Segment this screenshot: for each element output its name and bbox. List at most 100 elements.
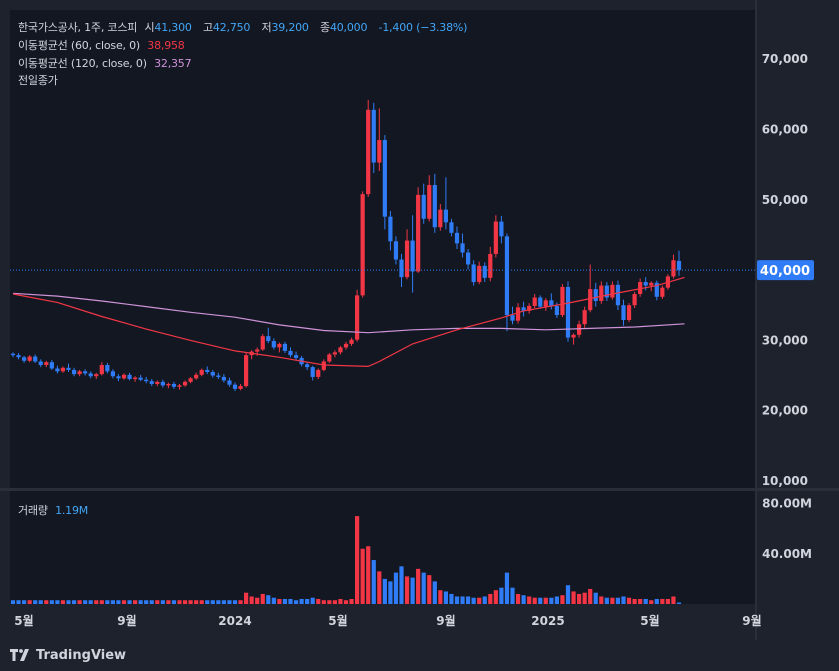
volume-bar — [388, 581, 393, 604]
volume-bar — [432, 581, 437, 604]
candle-body — [133, 377, 138, 380]
volume-bar — [171, 600, 177, 604]
volume-bar — [460, 596, 465, 604]
legend-low-label: 저 — [261, 21, 272, 34]
candle-body — [116, 376, 121, 379]
candle-body — [16, 355, 21, 358]
volume-pane[interactable] — [10, 491, 755, 604]
candle-body — [232, 384, 238, 389]
volume-bar — [338, 598, 343, 604]
candle-body — [38, 361, 43, 365]
candle-body — [77, 371, 82, 375]
candle-body — [305, 364, 310, 368]
candle-body — [182, 381, 188, 386]
volume-bar — [194, 600, 199, 604]
last-price-tag — [757, 260, 814, 281]
volume-bar — [10, 600, 16, 604]
candle-body — [110, 371, 115, 377]
volume-bar — [88, 600, 93, 604]
volume-bar — [305, 598, 310, 604]
candle-body — [244, 355, 249, 387]
volume-bar — [404, 576, 410, 604]
footer-brand[interactable]: TradingView — [10, 644, 126, 666]
legend-volume[interactable]: 거래량 1.19M — [18, 502, 92, 518]
volume-bar — [210, 600, 215, 604]
volume-bar — [454, 596, 460, 604]
candle-body — [238, 386, 243, 389]
last-price-label: 40,000 — [760, 264, 810, 279]
volume-bar — [360, 548, 365, 604]
volume-bar — [504, 572, 510, 604]
time-tick-label: 9월 — [436, 613, 455, 628]
legend-volume-value: 1.19M — [55, 504, 89, 517]
volume-bar — [471, 597, 476, 604]
time-tick-label: 2025 — [531, 614, 564, 628]
volume-bar — [660, 598, 665, 604]
volume-bar — [155, 600, 160, 604]
legend-prev-close-label: 전일종가 — [18, 74, 58, 87]
volume-bar — [255, 597, 260, 604]
legend-ma60-label: 이동평균선 (60, close, 0) — [18, 39, 140, 52]
candle-body — [33, 356, 38, 362]
candle-body — [549, 300, 554, 306]
volume-bar — [99, 600, 104, 604]
volume-bar — [604, 597, 609, 604]
volume-bar — [482, 596, 487, 604]
legend-ma120[interactable]: 이동평균선 (120, close, 0) 32,357 — [18, 55, 195, 71]
candle-body — [343, 343, 349, 348]
candle-body — [410, 240, 415, 272]
volume-bar — [299, 598, 304, 604]
volume-bar — [244, 592, 249, 604]
volume-bar — [71, 600, 77, 604]
brand-name: TradingView — [36, 647, 127, 663]
volume-bar — [366, 546, 371, 604]
candle-body — [338, 347, 343, 353]
volume-bar — [205, 600, 210, 604]
volume-bar — [416, 568, 421, 604]
candle-body — [543, 300, 548, 307]
volume-bar — [232, 600, 238, 604]
volume-bar — [443, 591, 448, 604]
tradingview-logo-icon — [10, 649, 29, 661]
volume-bar — [593, 592, 598, 604]
volume-bar — [238, 600, 243, 604]
candle-body — [55, 368, 60, 372]
candle-body — [10, 353, 16, 356]
candle-body — [188, 378, 193, 382]
volume-bar — [676, 602, 682, 604]
candle-body — [482, 265, 487, 278]
candle-body — [510, 315, 515, 321]
legend-low: 39,200 — [271, 21, 309, 34]
legend-ma60[interactable]: 이동평균선 (60, close, 0) 38,958 — [18, 37, 189, 53]
candle-body — [427, 185, 432, 219]
volume-bar — [527, 596, 532, 604]
legend-ohlc: 한국가스공사, 1주, 코스피 시41,300 고42,750 저39,200 … — [18, 19, 471, 35]
legend-close-label: 종 — [320, 21, 330, 34]
price-tick-label: 60,000 — [762, 123, 808, 137]
volume-bar — [488, 593, 493, 604]
volume-bar — [94, 600, 99, 604]
candle-body — [477, 265, 482, 283]
candle-body — [199, 369, 204, 375]
candle-body — [66, 367, 71, 370]
candle-body — [582, 310, 587, 325]
legend-open: 41,300 — [154, 21, 192, 34]
legend-change: -1,400 (−3.38%) — [378, 21, 468, 34]
volume-bar — [560, 595, 565, 604]
price-pane[interactable] — [10, 10, 755, 488]
candle-body — [99, 364, 104, 375]
legend-prev-close[interactable]: 전일종가 — [18, 72, 62, 88]
time-tick-label: 5월 — [640, 613, 659, 628]
candle-body — [371, 109, 376, 163]
volume-bar — [199, 600, 204, 604]
volume-bar — [216, 600, 221, 604]
volume-bar — [160, 600, 165, 604]
candle-body — [127, 374, 132, 380]
candle-body — [504, 236, 510, 316]
volume-bar — [249, 596, 254, 604]
volume-bar — [571, 591, 576, 604]
volume-bar — [138, 600, 143, 604]
volume-bar — [449, 593, 454, 604]
price-chart[interactable]: 10,000 20,000 30,000 50,000 60,000 70,000 40.0… — [0, 0, 839, 640]
candle-body — [676, 260, 682, 271]
